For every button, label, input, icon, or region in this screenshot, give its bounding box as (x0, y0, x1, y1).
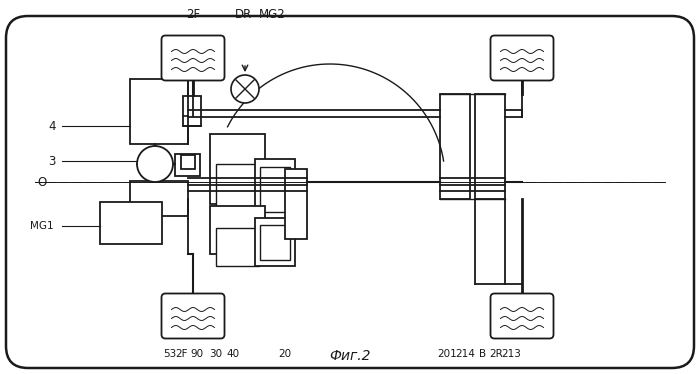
Text: MG2: MG2 (258, 7, 286, 21)
Text: 4: 4 (48, 120, 56, 132)
FancyBboxPatch shape (162, 294, 225, 338)
Bar (285, 169, 307, 239)
Bar (440, 94, 470, 199)
FancyBboxPatch shape (491, 36, 554, 80)
Bar (130, 181, 188, 216)
Text: 90: 90 (190, 349, 204, 359)
Text: 3: 3 (48, 154, 56, 168)
Text: MG1: MG1 (30, 221, 54, 231)
Text: 201: 201 (437, 349, 457, 359)
Bar (210, 134, 265, 204)
Text: 213: 213 (501, 349, 521, 359)
Bar (475, 94, 505, 199)
Bar (260, 225, 290, 260)
FancyBboxPatch shape (6, 16, 694, 368)
Circle shape (137, 146, 173, 182)
Bar (181, 155, 195, 169)
Text: Фиг.2: Фиг.2 (329, 349, 371, 363)
Text: DR: DR (234, 7, 251, 21)
Bar (130, 79, 188, 144)
Bar (255, 218, 295, 266)
Text: B: B (480, 349, 486, 359)
Bar (210, 206, 265, 254)
Bar (260, 167, 290, 212)
Text: 214: 214 (455, 349, 475, 359)
Bar (175, 154, 200, 176)
Text: 40: 40 (226, 349, 239, 359)
Text: 30: 30 (209, 349, 223, 359)
Circle shape (231, 75, 259, 103)
FancyBboxPatch shape (162, 36, 225, 80)
Bar (183, 96, 201, 126)
Bar (216, 164, 259, 219)
FancyBboxPatch shape (491, 294, 554, 338)
Text: O: O (37, 175, 47, 188)
Text: 2F: 2F (176, 349, 188, 359)
Bar (216, 228, 259, 266)
Text: 20: 20 (279, 349, 292, 359)
Text: 2F: 2F (186, 7, 200, 21)
Text: 2R: 2R (489, 349, 503, 359)
Bar (100, 202, 162, 244)
Bar (255, 159, 295, 219)
Text: 53: 53 (163, 349, 176, 359)
